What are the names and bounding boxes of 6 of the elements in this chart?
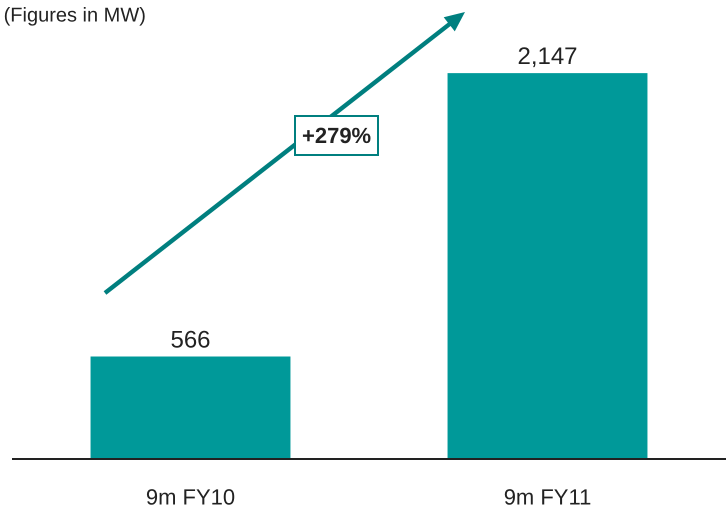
data-label: 566 (170, 326, 211, 354)
annotation: +279% (302, 123, 372, 148)
data-label: 2,147 (517, 43, 578, 70)
x-tick-label: 9m FY11 (504, 484, 592, 510)
x-tick-label: 9m FY10 (146, 484, 236, 510)
chart-title: (Figures in MW) (4, 4, 146, 27)
